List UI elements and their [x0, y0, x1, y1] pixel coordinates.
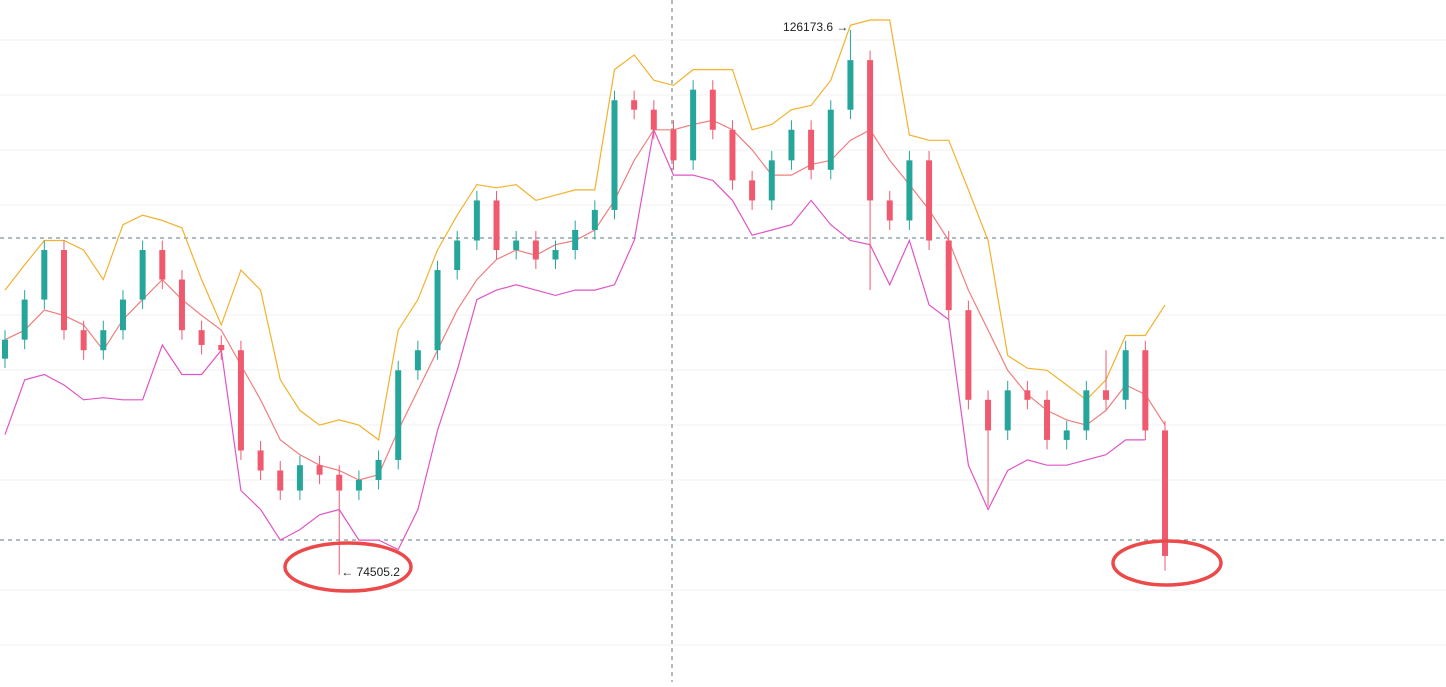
candle-body	[296, 465, 303, 491]
candle-body	[336, 474, 343, 491]
candle-body	[1162, 430, 1168, 556]
candle-body	[277, 470, 284, 491]
candle-body	[670, 129, 677, 161]
candle-body	[139, 250, 146, 300]
candle-body	[1004, 390, 1011, 431]
candle-body	[178, 279, 185, 331]
candle-body	[237, 350, 244, 451]
candle-body	[1103, 390, 1110, 400]
band-line	[4, 19, 1166, 441]
candle-body	[926, 160, 933, 241]
candle-body	[532, 240, 539, 260]
candle-body	[100, 330, 107, 351]
candle-body	[159, 250, 166, 280]
candle-body	[1142, 350, 1149, 431]
candle-body	[985, 399, 992, 431]
candle-body	[729, 129, 736, 181]
candle-body	[493, 200, 500, 251]
candle-body	[414, 350, 421, 371]
candle-body	[2, 339, 8, 359]
candle-body	[945, 240, 952, 311]
candle-body	[591, 209, 598, 230]
candle-body	[454, 240, 461, 271]
candle-body	[80, 330, 87, 351]
candle-body	[709, 89, 716, 130]
candle-body	[41, 250, 48, 300]
low-annotation: ← 74505.2	[341, 565, 400, 579]
candle-body	[1024, 390, 1031, 400]
band-line	[4, 127, 1146, 551]
candle-body	[749, 180, 756, 201]
candle-body	[60, 250, 67, 331]
candle-body	[375, 459, 382, 480]
candle-body	[827, 109, 834, 170]
candle-body	[788, 129, 795, 161]
candle-body	[1083, 390, 1090, 431]
candle-body	[808, 129, 815, 170]
candle-body	[690, 89, 697, 161]
candle-body	[572, 229, 579, 251]
candle-body	[886, 200, 893, 221]
candle-body	[1063, 430, 1070, 440]
candle-body	[473, 200, 480, 241]
highlight-circle	[283, 541, 413, 593]
candle-body	[1122, 350, 1129, 400]
plot: 126173.6 → ← 74505.2	[2, 19, 1168, 579]
candle-body	[906, 160, 913, 221]
candle-body	[434, 270, 441, 351]
candle-body	[21, 299, 28, 340]
candle-body	[355, 479, 362, 491]
candle-body	[611, 100, 618, 210]
candle-body	[965, 310, 972, 400]
background-grid	[0, 39, 1446, 646]
band-line	[4, 119, 1166, 481]
candle-body	[768, 160, 775, 201]
candle-body	[552, 250, 559, 260]
candle-body	[847, 60, 854, 110]
candle-body	[218, 344, 225, 351]
candle-body	[119, 299, 126, 331]
candle-body	[650, 109, 657, 130]
candle-body	[395, 370, 402, 460]
candle-body	[198, 330, 205, 345]
highlight-circle	[1111, 539, 1223, 587]
candle-body	[867, 60, 874, 201]
candle-body	[257, 450, 264, 471]
candle-body	[631, 100, 638, 110]
candle-body	[1044, 399, 1051, 440]
candle-body	[316, 465, 323, 475]
high-annotation: 126173.6 →	[783, 20, 848, 34]
candle-body	[513, 240, 520, 251]
